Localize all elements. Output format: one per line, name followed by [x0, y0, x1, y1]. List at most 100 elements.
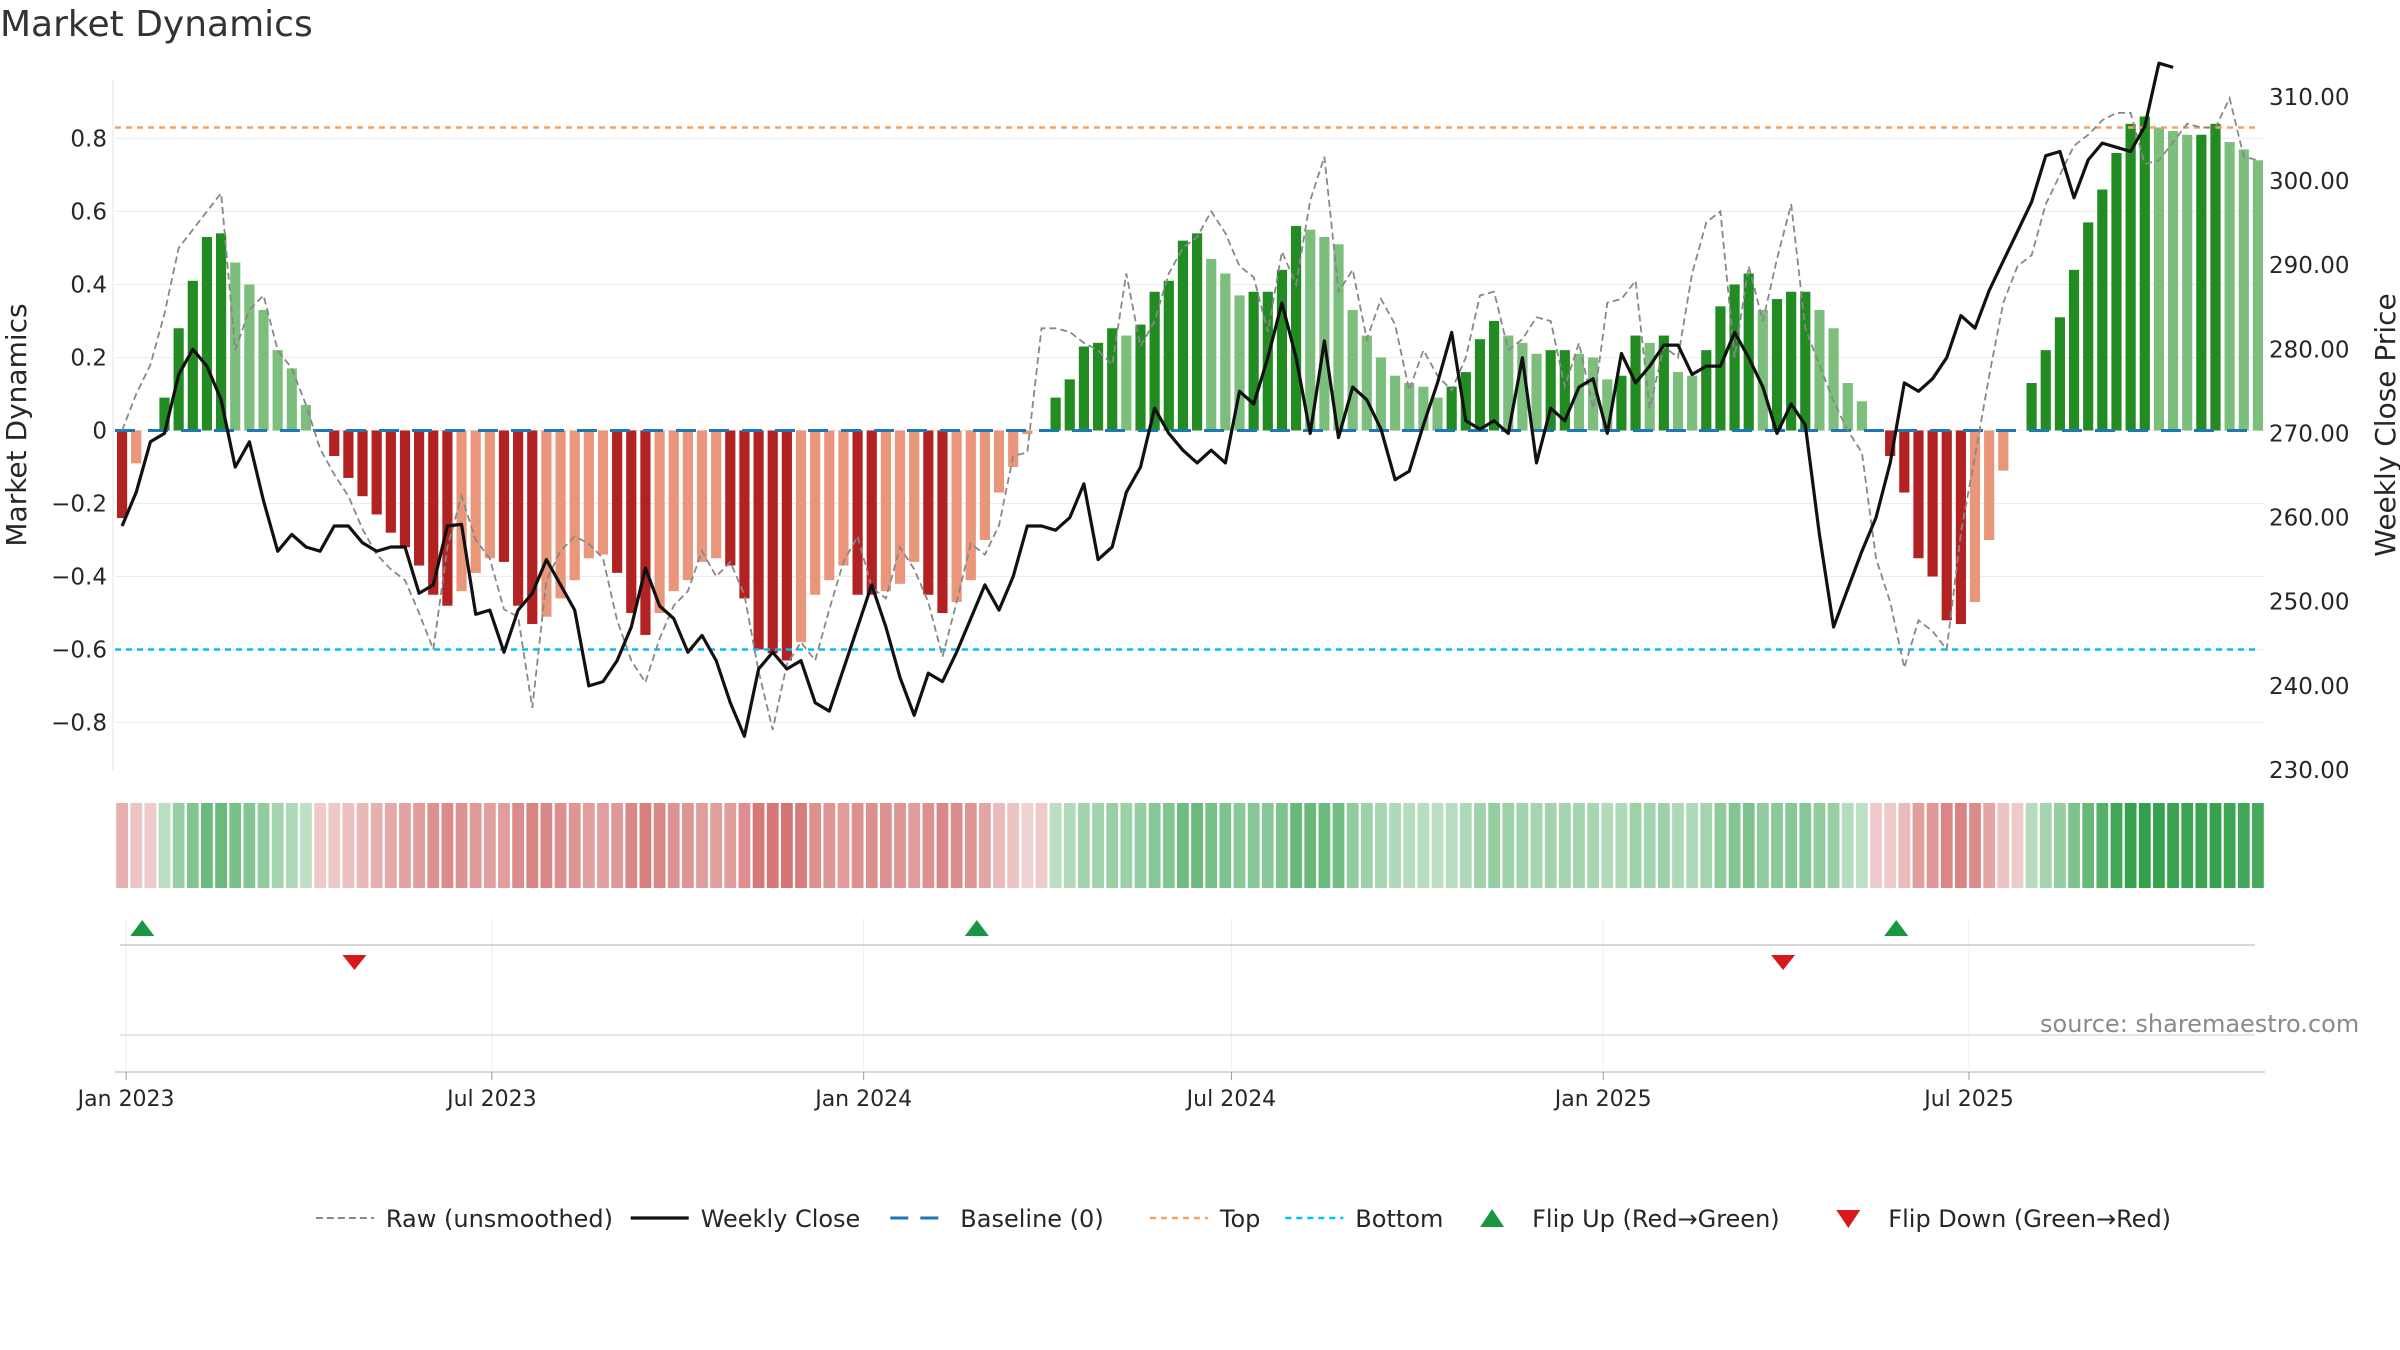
y-tick-label-right: 260.00	[2269, 506, 2349, 532]
heat-cell	[285, 803, 298, 888]
dynamics-bar	[2153, 127, 2165, 431]
dynamics-bar	[1319, 236, 1330, 431]
heat-cell	[979, 803, 991, 888]
heat-cell	[568, 803, 581, 888]
dynamics-bar	[1828, 328, 1839, 431]
heat-cell	[681, 803, 694, 888]
heat-cell	[314, 803, 326, 888]
heat-strip	[116, 803, 2264, 888]
heat-cell	[1884, 803, 1897, 888]
dynamics-bar	[371, 430, 382, 515]
heat-cell	[1855, 803, 1868, 888]
dynamics-bar	[1050, 397, 1061, 431]
heat-cell	[1261, 803, 1274, 888]
heat-cell	[271, 803, 284, 888]
heat-cell	[201, 803, 213, 888]
dynamics-bar	[1658, 335, 1669, 431]
flip-down-marker	[342, 955, 367, 970]
heat-cell	[1078, 803, 1090, 888]
dynamics-bar	[1163, 280, 1174, 431]
heat-cell	[2082, 803, 2095, 888]
x-axis: Jan 2023 Jul 2023 Jan 2024 Jul 2024 Jan 2025…	[76, 1071, 2265, 1112]
heat-cell	[257, 803, 270, 888]
dynamics-bar	[1969, 430, 1981, 603]
dynamics-bar	[230, 262, 241, 431]
heat-cell	[1997, 803, 2010, 888]
heat-cell	[2039, 803, 2052, 888]
y-tick-label-left: −0.8	[51, 711, 107, 737]
dynamics-bar	[1941, 430, 1952, 621]
y-tick-label-left: −0.6	[51, 638, 107, 664]
heat-cell	[1247, 803, 1260, 888]
dynamics-bar	[131, 430, 142, 464]
dynamics-bar	[1474, 339, 1486, 431]
legend-item-bottom: Bottom	[1285, 1205, 1443, 1233]
dynamics-bar	[1644, 342, 1655, 431]
heat-cell	[1332, 803, 1345, 888]
heat-cell	[851, 803, 864, 888]
y-tick-label-left: 0.6	[70, 199, 107, 225]
y-tick-label-right: 250.00	[2269, 590, 2349, 616]
dynamics-bar	[1771, 299, 1783, 431]
heat-cell	[2054, 803, 2066, 888]
dynamics-bar	[654, 430, 665, 614]
heat-cell	[498, 803, 510, 888]
legend-label: Raw (unsmoothed)	[386, 1205, 613, 1233]
heat-cell	[2110, 803, 2123, 888]
dynamics-bar	[470, 430, 481, 573]
heat-cell	[1106, 803, 1119, 888]
dynamics-bar	[1616, 375, 1627, 431]
heat-cell	[1544, 803, 1557, 888]
heat-cell	[469, 803, 482, 888]
dynamics-bar	[201, 236, 213, 431]
dynamics-bar	[286, 368, 297, 431]
dynamics-bar	[2054, 317, 2065, 431]
dynamics-bar	[1121, 335, 1132, 431]
heat-cell	[1940, 803, 1953, 888]
dynamics-bar	[541, 430, 552, 617]
dynamics-bar	[1998, 430, 2009, 471]
heat-cell	[554, 803, 567, 888]
legend-swatch	[1836, 1210, 1861, 1228]
x-tick-label: Jul 2024	[1185, 1087, 1277, 1112]
dynamics-bar	[1672, 372, 1684, 431]
dynamics-bar	[414, 430, 425, 566]
dynamics-bar	[1899, 430, 1910, 493]
heat-cell	[653, 803, 666, 888]
dynamics-bar	[597, 430, 609, 555]
heat-cell	[1516, 803, 1529, 888]
y-tick-label-right: 280.00	[2269, 337, 2349, 363]
heat-cell	[582, 803, 595, 888]
grid	[115, 137, 2265, 724]
dynamics-bar	[1418, 386, 1429, 431]
dynamics-bar	[1743, 273, 1754, 431]
dynamics-bar	[159, 397, 170, 431]
dynamics-bar	[1177, 240, 1189, 431]
heat-cell	[993, 803, 1005, 888]
legend-label: Weekly Close	[701, 1205, 861, 1233]
heat-cell	[1954, 803, 1967, 888]
heat-cell	[667, 803, 680, 888]
legend-label: Bottom	[1355, 1205, 1443, 1233]
heat-cell	[2252, 803, 2264, 888]
dynamics-bar	[1220, 273, 1231, 431]
dynamics-bar	[696, 430, 708, 562]
dynamics-bar	[1715, 306, 1726, 431]
heat-cell	[809, 803, 822, 888]
heat-cell	[1841, 803, 1854, 888]
legend-label: Flip Down (Green→Red)	[1888, 1205, 2171, 1233]
chart-title: Market Dynamics	[0, 4, 313, 45]
heat-cell	[696, 803, 708, 888]
heat-cell	[879, 803, 892, 888]
heat-cell	[865, 803, 878, 888]
y-tick-label-left: 0.8	[70, 126, 107, 152]
heat-cell	[1021, 803, 1034, 888]
legend-label: Baseline (0)	[960, 1205, 1103, 1233]
heat-cell	[144, 803, 157, 888]
dynamics-bar	[1008, 430, 1019, 467]
heat-cell	[2025, 803, 2038, 888]
dynamics-bar	[2182, 134, 2193, 431]
heat-cell	[1177, 803, 1189, 888]
heat-cell	[780, 803, 793, 888]
dynamics-bar	[739, 430, 750, 599]
